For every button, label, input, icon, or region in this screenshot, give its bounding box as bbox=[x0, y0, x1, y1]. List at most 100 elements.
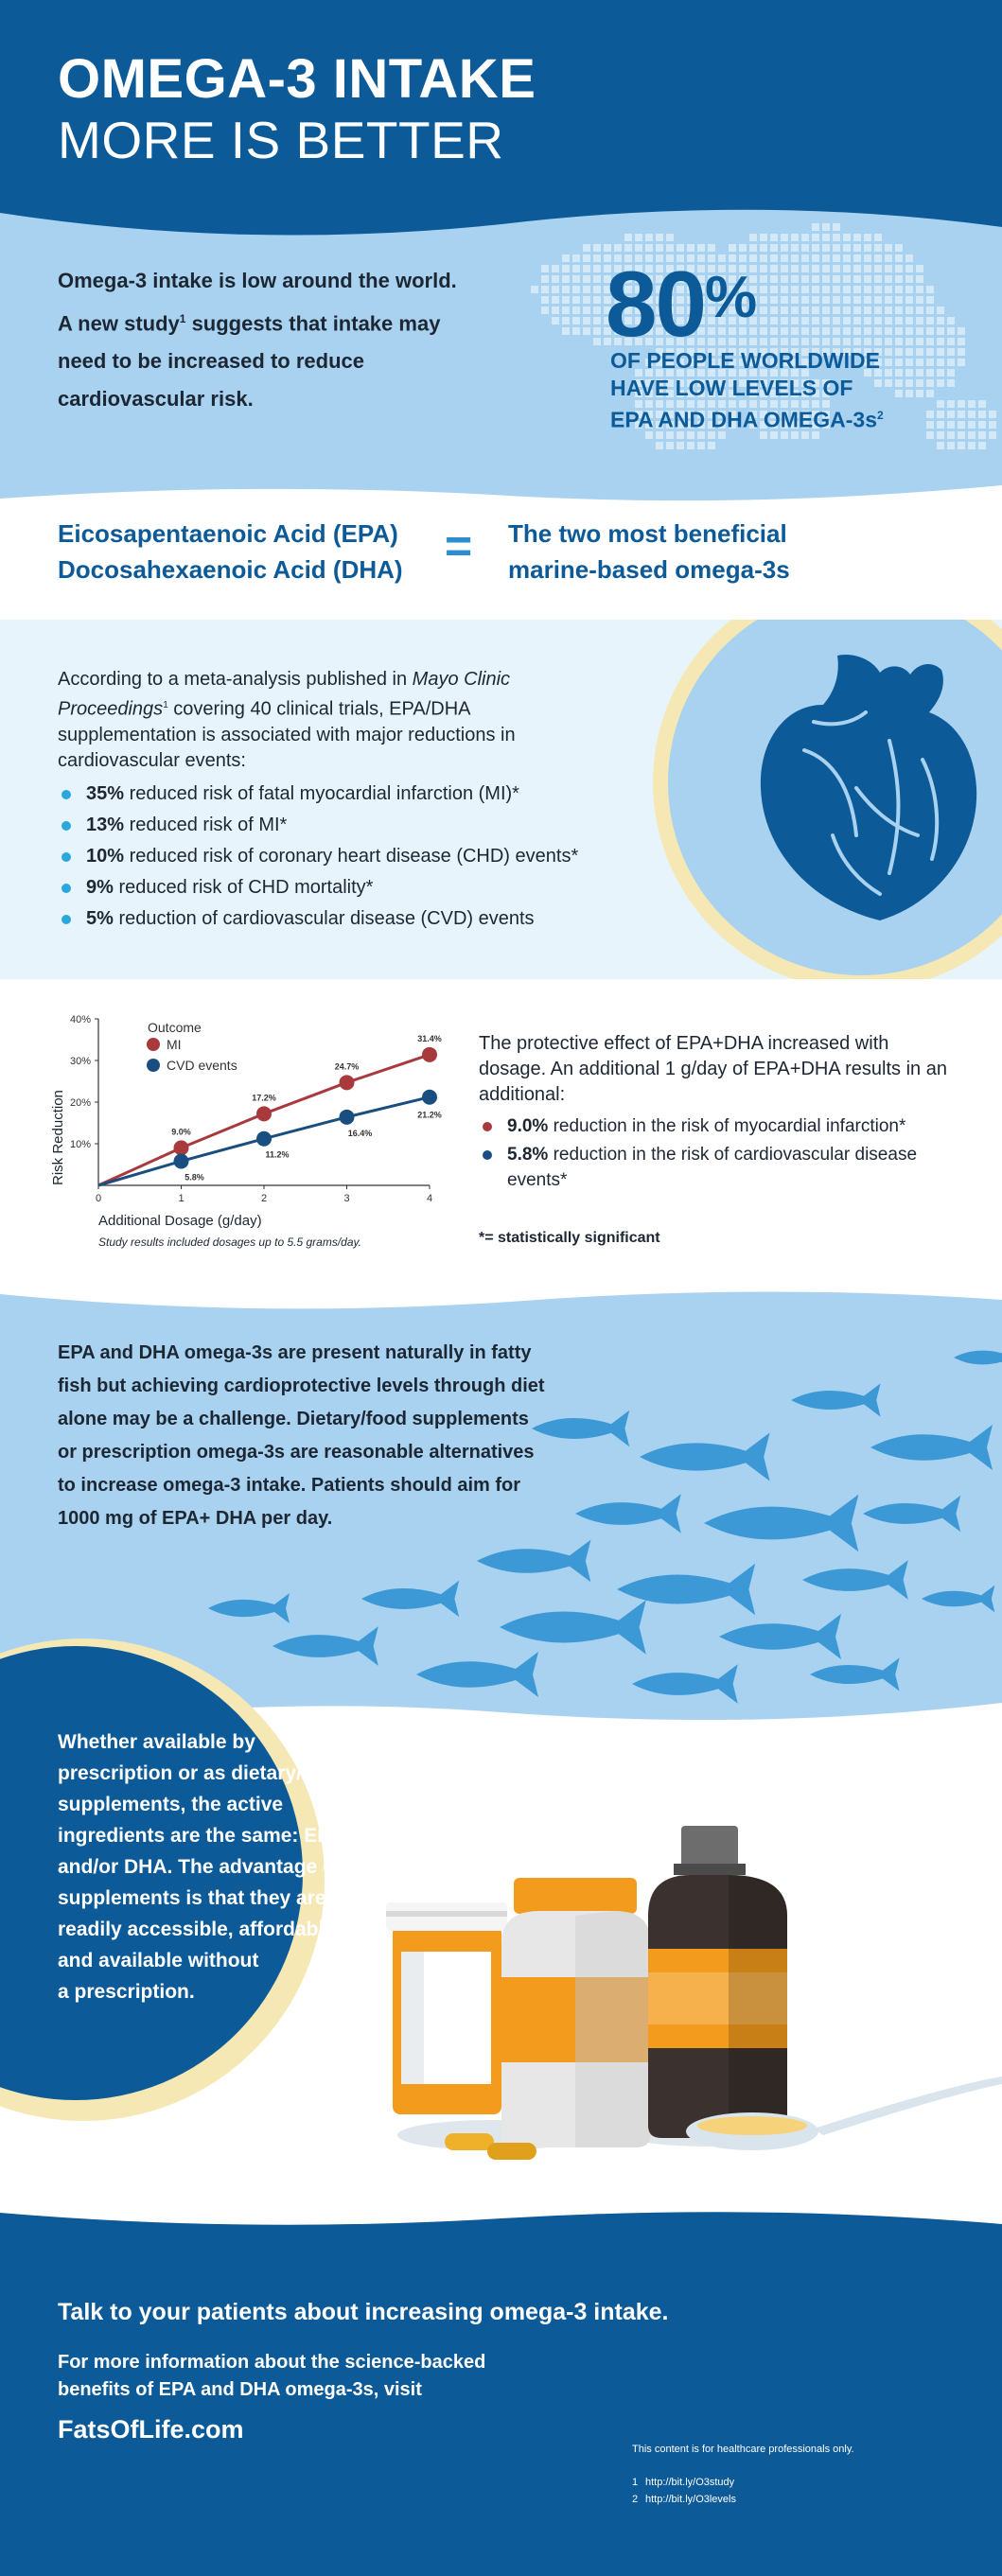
map-dot bbox=[697, 431, 705, 439]
data-label: 11.2% bbox=[265, 1150, 289, 1160]
map-dot bbox=[770, 265, 778, 272]
header: OMEGA-3 INTAKE MORE IS BETTER bbox=[0, 0, 1002, 227]
map-dot bbox=[656, 369, 663, 377]
map-dot bbox=[666, 431, 674, 439]
map-dot bbox=[926, 296, 934, 304]
map-dot bbox=[552, 307, 559, 314]
map-dot bbox=[812, 348, 819, 356]
map-dot bbox=[656, 296, 663, 304]
map-dot bbox=[697, 265, 705, 272]
map-dot bbox=[822, 275, 830, 283]
map-dot bbox=[791, 286, 799, 293]
map-dot bbox=[697, 400, 705, 408]
map-dot bbox=[624, 286, 632, 293]
website-link[interactable]: FatsOfLife.com bbox=[58, 2415, 244, 2444]
map-dot bbox=[989, 421, 996, 429]
map-dot bbox=[874, 379, 882, 387]
map-dot bbox=[729, 411, 736, 418]
map-dot bbox=[791, 390, 799, 397]
map-dot bbox=[885, 369, 892, 377]
list-item: 9% reduced risk of CHD mortality* bbox=[58, 872, 644, 903]
map-dot bbox=[833, 223, 840, 231]
map-dot bbox=[853, 327, 861, 335]
map-dot bbox=[843, 234, 851, 241]
map-dot bbox=[645, 244, 653, 252]
map-dot bbox=[718, 431, 726, 439]
map-dot bbox=[593, 296, 601, 304]
map-dot bbox=[843, 296, 851, 304]
map-dot bbox=[895, 265, 903, 272]
data-label: 5.8% bbox=[185, 1172, 204, 1182]
map-dot bbox=[687, 400, 694, 408]
map-dot bbox=[687, 421, 694, 429]
map-dot bbox=[604, 307, 611, 314]
map-dot bbox=[958, 400, 965, 408]
map-dot bbox=[781, 421, 788, 429]
map-dot bbox=[656, 244, 663, 252]
map-dot bbox=[656, 359, 663, 366]
map-dot bbox=[541, 265, 549, 272]
map-dot bbox=[572, 296, 580, 304]
map-dot bbox=[708, 286, 715, 293]
heart-icon bbox=[760, 654, 977, 920]
map-dot bbox=[708, 369, 715, 377]
map-dot bbox=[864, 338, 871, 345]
map-dot bbox=[822, 327, 830, 335]
data-label: 9.0% bbox=[171, 1127, 191, 1136]
map-dot bbox=[905, 348, 913, 356]
map-dot bbox=[687, 390, 694, 397]
map-dot bbox=[729, 265, 736, 272]
map-dot bbox=[770, 338, 778, 345]
world-map-icon bbox=[531, 223, 996, 449]
map-dot bbox=[677, 338, 684, 345]
map-dot bbox=[895, 338, 903, 345]
map-dot bbox=[801, 317, 809, 324]
map-dot bbox=[604, 254, 611, 262]
map-dot bbox=[937, 348, 944, 356]
map-dot bbox=[791, 275, 799, 283]
map-dot bbox=[874, 369, 882, 377]
map-dot bbox=[968, 421, 976, 429]
map-dot bbox=[937, 379, 944, 387]
map-dot bbox=[895, 369, 903, 377]
map-dot bbox=[645, 254, 653, 262]
map-dot bbox=[666, 359, 674, 366]
map-dot bbox=[614, 327, 622, 335]
map-dot bbox=[812, 307, 819, 314]
map-dot bbox=[687, 369, 694, 377]
reference-link[interactable]: http://bit.ly/O3study bbox=[645, 2477, 735, 2488]
map-dot bbox=[749, 359, 757, 366]
more-info-text: For more information about the science-b… bbox=[58, 2352, 486, 2400]
map-dot bbox=[614, 275, 622, 283]
map-dot bbox=[760, 369, 767, 377]
map-dot bbox=[749, 379, 757, 387]
map-dot bbox=[666, 307, 674, 314]
y-tick-label: 10% bbox=[70, 1139, 91, 1150]
map-dot bbox=[812, 400, 819, 408]
fish-icon bbox=[575, 1494, 681, 1533]
map-dot bbox=[791, 348, 799, 356]
map-dot bbox=[687, 244, 694, 252]
map-dot bbox=[926, 390, 934, 397]
map-dot bbox=[656, 390, 663, 397]
map-dot bbox=[656, 234, 663, 241]
map-dot bbox=[916, 307, 923, 314]
map-dot bbox=[697, 307, 705, 314]
list-item: 5.8% reduction in the risk of cardiovasc… bbox=[479, 1142, 952, 1193]
map-dot bbox=[697, 359, 705, 366]
map-dot bbox=[708, 442, 715, 449]
map-dot bbox=[822, 254, 830, 262]
map-dot bbox=[718, 275, 726, 283]
map-dot bbox=[770, 431, 778, 439]
hcp-note: This content is for healthcare professio… bbox=[632, 2444, 854, 2455]
fish-icon bbox=[208, 1593, 290, 1623]
fish-section: EPA and DHA omega-3s are present natural… bbox=[0, 1287, 1002, 1760]
map-dot bbox=[801, 359, 809, 366]
map-dot bbox=[583, 265, 590, 272]
map-dot bbox=[666, 327, 674, 335]
map-dot bbox=[739, 286, 747, 293]
reference-link[interactable]: http://bit.ly/O3levels bbox=[645, 2494, 736, 2505]
fish-icon bbox=[361, 1580, 460, 1618]
map-dot bbox=[833, 286, 840, 293]
map-dot bbox=[729, 338, 736, 345]
